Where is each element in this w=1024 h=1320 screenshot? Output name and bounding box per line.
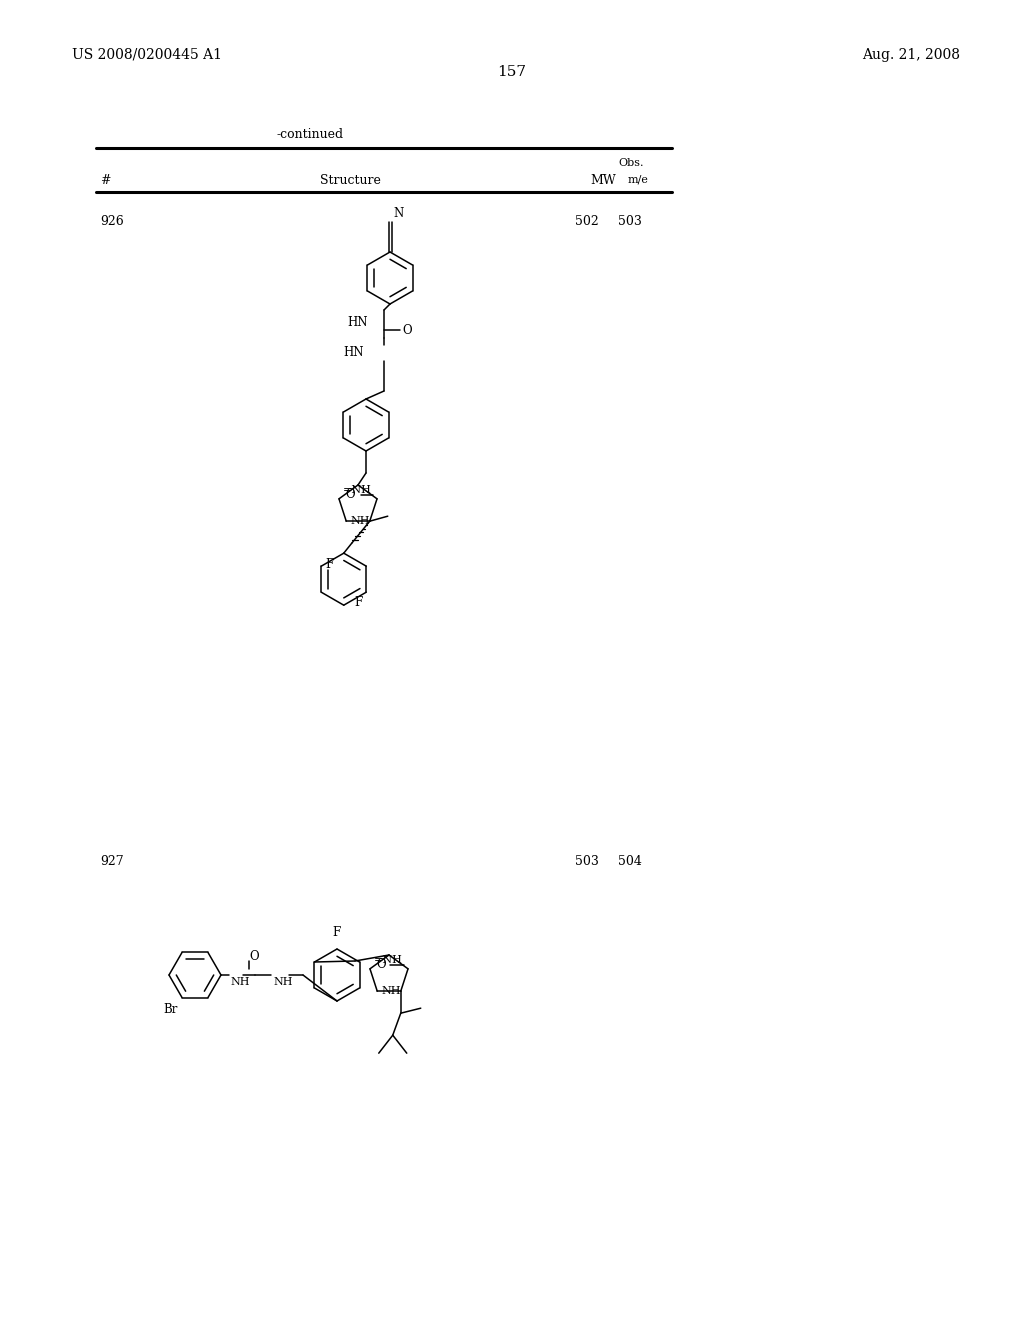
- Text: O: O: [345, 488, 355, 502]
- Text: F: F: [354, 597, 362, 610]
- Text: 503: 503: [618, 215, 642, 228]
- Text: Structure: Structure: [319, 174, 381, 187]
- Text: O: O: [377, 958, 386, 972]
- Text: =NH: =NH: [374, 954, 402, 965]
- Text: 926: 926: [100, 215, 124, 228]
- Text: F: F: [326, 557, 334, 570]
- Text: 503: 503: [575, 855, 599, 869]
- Text: F: F: [332, 927, 340, 939]
- Text: 502: 502: [575, 215, 599, 228]
- Text: 157: 157: [498, 65, 526, 79]
- Text: #: #: [100, 174, 111, 187]
- Text: US 2008/0200445 A1: US 2008/0200445 A1: [72, 48, 222, 62]
- Text: MW: MW: [590, 174, 615, 187]
- Text: HN: HN: [343, 346, 364, 359]
- Text: NH: NH: [230, 977, 250, 987]
- Text: -continued: -continued: [276, 128, 344, 141]
- Text: m/e: m/e: [628, 174, 649, 183]
- Text: 504: 504: [618, 855, 642, 869]
- Text: =NH: =NH: [343, 484, 372, 495]
- Text: Aug. 21, 2008: Aug. 21, 2008: [862, 48, 961, 62]
- Text: 927: 927: [100, 855, 124, 869]
- Text: Obs.: Obs.: [618, 158, 643, 168]
- Text: NH: NH: [381, 986, 400, 997]
- Text: N: N: [393, 207, 403, 220]
- Text: NH: NH: [273, 977, 293, 987]
- Text: NH: NH: [350, 516, 370, 527]
- Text: HN: HN: [347, 315, 368, 329]
- Text: O: O: [249, 950, 259, 964]
- Text: Br: Br: [164, 1002, 178, 1015]
- Text: O: O: [402, 323, 412, 337]
